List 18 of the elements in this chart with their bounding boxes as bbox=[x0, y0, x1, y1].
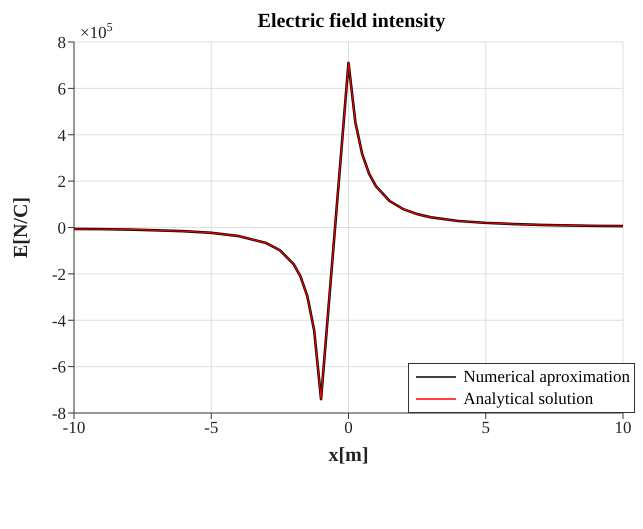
x-tick-label: 5 bbox=[482, 418, 490, 438]
y-tick-label: 4 bbox=[58, 126, 66, 145]
x-axis-title: x[m] bbox=[328, 444, 368, 466]
y-tick-label: 6 bbox=[58, 79, 66, 98]
y-tick-label: -6 bbox=[52, 358, 66, 377]
y-tick-label: -2 bbox=[52, 264, 66, 284]
y-tick-label: 2 bbox=[58, 172, 66, 192]
legend-label: Numerical aproximation bbox=[463, 366, 630, 388]
chart-title: Electric field intensity bbox=[258, 10, 446, 32]
y-tick-label: 8 bbox=[58, 33, 66, 52]
legend-label: Analytical solution bbox=[463, 388, 594, 410]
x-tick-label: 10 bbox=[614, 418, 632, 438]
y-tick-label: 0 bbox=[58, 218, 66, 238]
annotation: ×10$^{5}$ bbox=[80, 20, 113, 42]
x-tick-label: -5 bbox=[204, 418, 218, 438]
y-tick-label: -4 bbox=[52, 311, 66, 330]
y-axis-title: E[N/C] bbox=[10, 196, 32, 258]
x-tick-label: 0 bbox=[344, 418, 353, 438]
